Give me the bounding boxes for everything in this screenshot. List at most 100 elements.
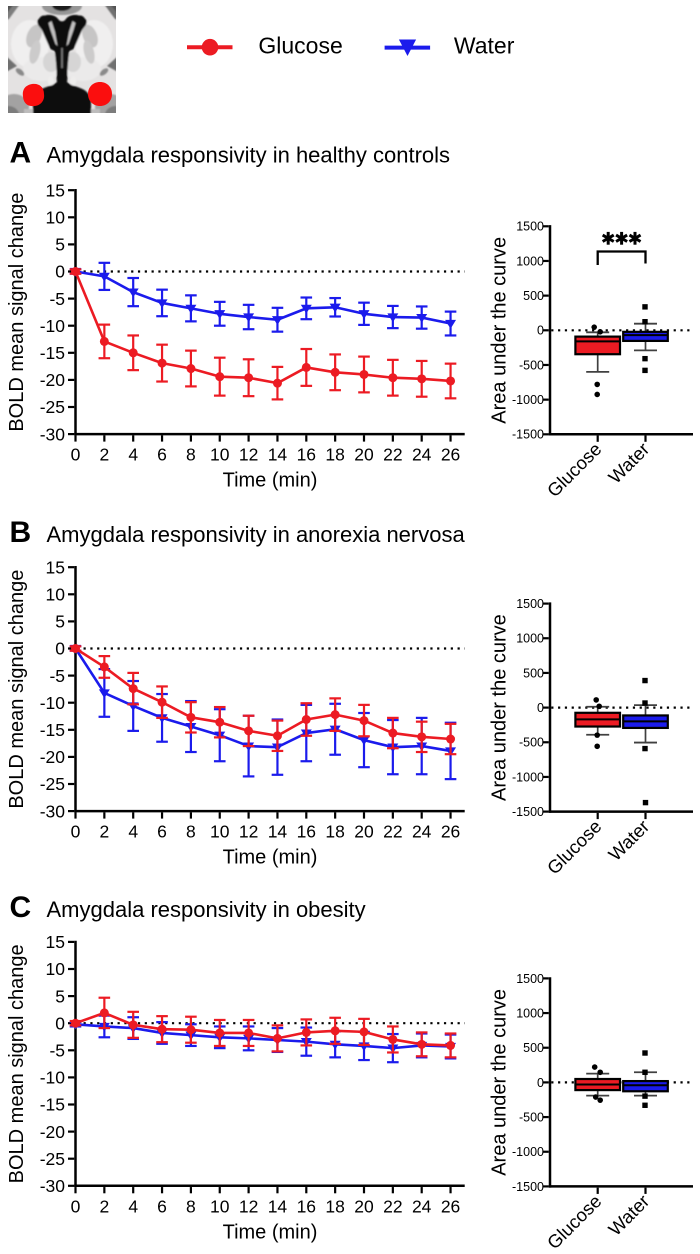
svg-text:C: C — [10, 891, 32, 924]
svg-text:16: 16 — [297, 445, 316, 465]
svg-text:14: 14 — [268, 1196, 288, 1216]
svg-text:26: 26 — [441, 445, 460, 465]
svg-text:-30: -30 — [40, 424, 66, 444]
svg-text:2: 2 — [99, 1196, 109, 1216]
svg-text:14: 14 — [268, 445, 288, 465]
svg-text:-30: -30 — [40, 1176, 66, 1196]
svg-text:-1000: -1000 — [512, 770, 544, 784]
svg-text:12: 12 — [239, 445, 258, 465]
svg-text:-20: -20 — [40, 370, 66, 390]
svg-text:6: 6 — [157, 822, 167, 842]
svg-text:2: 2 — [99, 445, 109, 465]
svg-text:22: 22 — [383, 822, 402, 842]
svg-text:BOLD mean signal change: BOLD mean signal change — [6, 944, 28, 1183]
svg-text:500: 500 — [523, 289, 544, 303]
svg-text:-20: -20 — [40, 1122, 66, 1142]
svg-text:0: 0 — [71, 445, 81, 465]
svg-text:-15: -15 — [40, 720, 65, 740]
svg-text:26: 26 — [441, 1196, 460, 1216]
svg-text:0: 0 — [55, 639, 65, 659]
svg-text:Amygdala responsivity in obesi: Amygdala responsivity in obesity — [47, 897, 366, 922]
svg-text:15: 15 — [46, 557, 65, 577]
svg-text:A: A — [10, 137, 32, 170]
svg-text:Time (min): Time (min) — [223, 847, 318, 869]
svg-text:24: 24 — [412, 1196, 432, 1216]
svg-text:1000: 1000 — [516, 1006, 544, 1020]
svg-text:500: 500 — [523, 666, 544, 680]
svg-text:2: 2 — [99, 822, 109, 842]
svg-text:Glucose: Glucose — [258, 33, 342, 59]
svg-text:500: 500 — [523, 1041, 544, 1055]
svg-text:B: B — [10, 516, 32, 549]
svg-text:0: 0 — [55, 262, 65, 282]
svg-text:6: 6 — [157, 445, 167, 465]
svg-text:10: 10 — [210, 445, 230, 465]
svg-text:-5: -5 — [49, 1041, 65, 1061]
svg-text:6: 6 — [157, 1196, 167, 1216]
svg-text:24: 24 — [412, 822, 432, 842]
svg-text:0: 0 — [55, 1013, 65, 1033]
svg-text:24: 24 — [412, 445, 432, 465]
svg-text:-25: -25 — [40, 774, 65, 794]
svg-text:Area under the curve: Area under the curve — [489, 989, 511, 1176]
svg-text:4: 4 — [128, 1196, 138, 1216]
svg-text:-20: -20 — [40, 747, 66, 767]
svg-text:10: 10 — [210, 1196, 230, 1216]
svg-text:-10: -10 — [40, 1068, 66, 1088]
svg-text:10: 10 — [46, 208, 66, 228]
svg-text:26: 26 — [441, 822, 460, 842]
svg-text:4: 4 — [128, 445, 138, 465]
svg-text:1500: 1500 — [516, 972, 544, 986]
svg-text:Amygdala responsivity in healt: Amygdala responsivity in healthy control… — [47, 143, 451, 168]
svg-text:-25: -25 — [40, 1149, 65, 1169]
svg-text:BOLD mean signal change: BOLD mean signal change — [6, 193, 28, 432]
svg-text:18: 18 — [325, 822, 344, 842]
svg-text:1500: 1500 — [516, 597, 544, 611]
svg-text:22: 22 — [383, 1196, 402, 1216]
svg-text:-1500: -1500 — [512, 428, 544, 442]
svg-text:5: 5 — [55, 986, 65, 1006]
svg-text:8: 8 — [186, 445, 196, 465]
svg-text:-10: -10 — [40, 316, 66, 336]
svg-text:-500: -500 — [519, 358, 544, 372]
svg-text:12: 12 — [239, 822, 258, 842]
svg-text:-15: -15 — [40, 1095, 65, 1115]
svg-text:1500: 1500 — [516, 220, 544, 234]
svg-text:Area under the curve: Area under the curve — [489, 237, 511, 424]
svg-text:0: 0 — [537, 701, 544, 715]
svg-text:-1500: -1500 — [512, 1180, 544, 1194]
svg-text:-1000: -1000 — [512, 393, 544, 407]
svg-text:-500: -500 — [519, 736, 544, 750]
svg-text:15: 15 — [46, 932, 65, 952]
svg-text:22: 22 — [383, 445, 402, 465]
svg-text:20: 20 — [354, 822, 374, 842]
svg-text:16: 16 — [297, 1196, 316, 1216]
svg-text:1000: 1000 — [516, 632, 544, 646]
svg-text:-1500: -1500 — [512, 805, 544, 819]
svg-text:20: 20 — [354, 445, 374, 465]
svg-text:-5: -5 — [49, 666, 65, 686]
svg-text:0: 0 — [537, 1076, 544, 1090]
svg-text:-1000: -1000 — [512, 1145, 544, 1159]
svg-text:1000: 1000 — [516, 254, 544, 268]
svg-text:-500: -500 — [519, 1110, 544, 1124]
svg-text:4: 4 — [128, 822, 138, 842]
svg-text:-15: -15 — [40, 343, 65, 363]
svg-text:Amygdala responsivity in anore: Amygdala responsivity in anorexia nervos… — [47, 522, 466, 547]
svg-text:5: 5 — [55, 612, 65, 632]
svg-text:10: 10 — [210, 822, 230, 842]
svg-text:0: 0 — [71, 1196, 81, 1216]
svg-text:12: 12 — [239, 1196, 258, 1216]
svg-text:5: 5 — [55, 235, 65, 255]
svg-text:Time (min): Time (min) — [223, 470, 318, 492]
svg-text:-30: -30 — [40, 801, 66, 821]
svg-text:-10: -10 — [40, 693, 66, 713]
svg-text:20: 20 — [354, 1196, 374, 1216]
svg-text:-25: -25 — [40, 397, 65, 417]
svg-text:8: 8 — [186, 822, 196, 842]
svg-text:Water: Water — [454, 33, 515, 59]
svg-text:10: 10 — [46, 585, 66, 605]
svg-text:10: 10 — [46, 959, 66, 979]
svg-text:15: 15 — [46, 180, 65, 200]
svg-text:-5: -5 — [49, 289, 65, 309]
